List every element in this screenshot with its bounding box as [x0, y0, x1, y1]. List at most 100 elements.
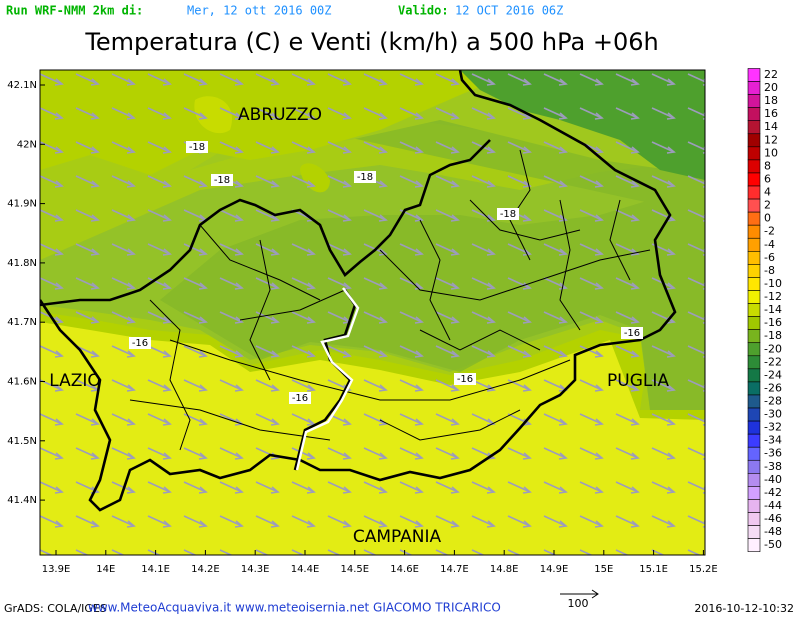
colorbar-box — [747, 329, 761, 344]
colorbar-box — [747, 473, 761, 487]
colorbar-label: -42 — [764, 486, 782, 499]
colorbar-label: -50 — [764, 538, 782, 551]
colorbar-box — [747, 81, 761, 95]
valid-label: Valido: — [398, 4, 449, 18]
contour-label-bg — [454, 373, 476, 385]
region-label: LAZIO — [49, 371, 101, 391]
colorbar-label: -34 — [764, 434, 782, 447]
contour-label: -16 — [457, 374, 473, 385]
colorbar-label: 10 — [764, 146, 778, 159]
credit: GrADS: COLA/IGES — [4, 602, 107, 615]
contour-label-bg — [621, 327, 643, 339]
plot-frame — [39, 69, 706, 556]
timestamp: 2016-10-12-10:32 — [694, 602, 794, 615]
region-label: ABRUZZO — [238, 105, 322, 125]
colorbar-label: -22 — [764, 355, 782, 368]
colorbar-box — [747, 486, 761, 500]
map-field — [40, 70, 705, 555]
contour-labels: -18 -18 -18 -18 -16 -16 -16 -16 — [129, 141, 643, 404]
colorbar-label: -8 — [764, 264, 775, 277]
colorbar-label: -44 — [764, 499, 782, 512]
colorbar-label: -30 — [764, 408, 782, 421]
colorbar-box — [747, 303, 761, 317]
colorbar-label: 16 — [764, 107, 778, 120]
colorbar-box — [747, 159, 761, 174]
colorbar-box — [747, 264, 761, 278]
colorbar-label: -32 — [764, 421, 782, 434]
contour-label: -18 — [357, 172, 373, 183]
colorbar-label: -38 — [764, 460, 782, 473]
arrow-scale: 100 — [568, 597, 589, 610]
lon-label: 14.9E — [540, 564, 569, 575]
colorbar-box — [747, 368, 761, 383]
colorbar-label: -6 — [764, 251, 775, 264]
contour-label: -18 — [500, 209, 516, 220]
lat-label: 41.6N — [7, 377, 37, 388]
colorbar-label: -48 — [764, 525, 782, 538]
lat-label: 42N — [17, 139, 37, 150]
colorbar-box — [747, 185, 761, 200]
colorbar-label: -28 — [764, 395, 782, 408]
lon-label: 14.3E — [241, 564, 270, 575]
colorbar-label: 12 — [764, 133, 778, 146]
colorbar-label: 6 — [764, 172, 771, 185]
lat-label: 41.4N — [7, 495, 37, 506]
colorbar-label: 20 — [764, 81, 778, 94]
lon-label: 14.6E — [390, 564, 419, 575]
lon-label: 14.7E — [440, 564, 469, 575]
colorbar-box — [747, 237, 761, 252]
colorbar-label: -12 — [764, 290, 782, 303]
colorbar-box — [747, 525, 761, 539]
contour-label-bg — [289, 392, 311, 404]
colorbar-box — [747, 68, 761, 82]
colorbar-box — [747, 107, 761, 122]
contour-label: -18 — [189, 142, 205, 153]
region-label: CAMPANIA — [353, 527, 442, 547]
lon-label: 14.2E — [191, 564, 220, 575]
colorbar-label: -16 — [764, 316, 782, 329]
colorbar-box — [747, 120, 761, 135]
lon-label: 14E — [96, 564, 115, 575]
run-label: Run WRF-NMM 2km di: — [6, 4, 143, 18]
colorbar-label: -36 — [764, 447, 782, 460]
lon-label: 13.9E — [42, 564, 71, 575]
sites: www.MeteoAcquaviva.it www.meteoisernia.n… — [88, 601, 501, 615]
contour-label: -16 — [624, 328, 640, 339]
valid-date: 12 OCT 2016 06Z — [455, 4, 563, 18]
colorbar-box — [747, 172, 761, 187]
lon-label: 15E — [594, 564, 613, 575]
contour-label-bg — [129, 337, 151, 349]
contour-label: -16 — [292, 393, 308, 404]
colorbar-label: -24 — [764, 368, 782, 381]
contour-label: -16 — [132, 338, 148, 349]
colorbar-box — [747, 146, 761, 161]
axes: 42.1N 42N 41.9N 41.8N 41.7N 41.6N 41.5N 41.4N 13… — [7, 80, 717, 575]
title: Temperatura (C) e Venti (km/h) a 500 hPa… — [84, 28, 658, 56]
colorbar-label: -18 — [764, 329, 782, 342]
lon-label: 14.8E — [490, 564, 519, 575]
colorbar-box — [747, 446, 761, 461]
colorbar-label: -26 — [764, 381, 782, 394]
lon-label: 15.2E — [689, 564, 718, 575]
colorbar-box — [747, 394, 761, 409]
colorbar-box — [747, 381, 761, 396]
colorbar-label: -10 — [764, 277, 782, 290]
lon-label: 14.5E — [341, 564, 370, 575]
colorbar-box — [747, 198, 761, 213]
colorbar-label: 18 — [764, 94, 778, 107]
contour-label-bg — [497, 208, 519, 220]
colorbar-box — [747, 251, 761, 265]
colorbar-label: 8 — [764, 159, 771, 172]
colorbar-box — [747, 133, 761, 148]
colorbar-label: -40 — [764, 473, 782, 486]
lon-label: 14.4E — [291, 564, 320, 575]
colorbar-box — [747, 342, 761, 357]
arrow-scale-icon — [560, 589, 599, 599]
colorbar-label: 2 — [764, 199, 771, 212]
colorbar: 2220181614121086420-2-4-6-8-10-12-14-16-… — [747, 68, 782, 552]
colorbar-box — [747, 355, 761, 370]
colorbar-box — [747, 459, 761, 474]
lat-label: 42.1N — [7, 80, 37, 91]
run-date: Mer, 12 ott 2016 00Z — [187, 4, 332, 18]
